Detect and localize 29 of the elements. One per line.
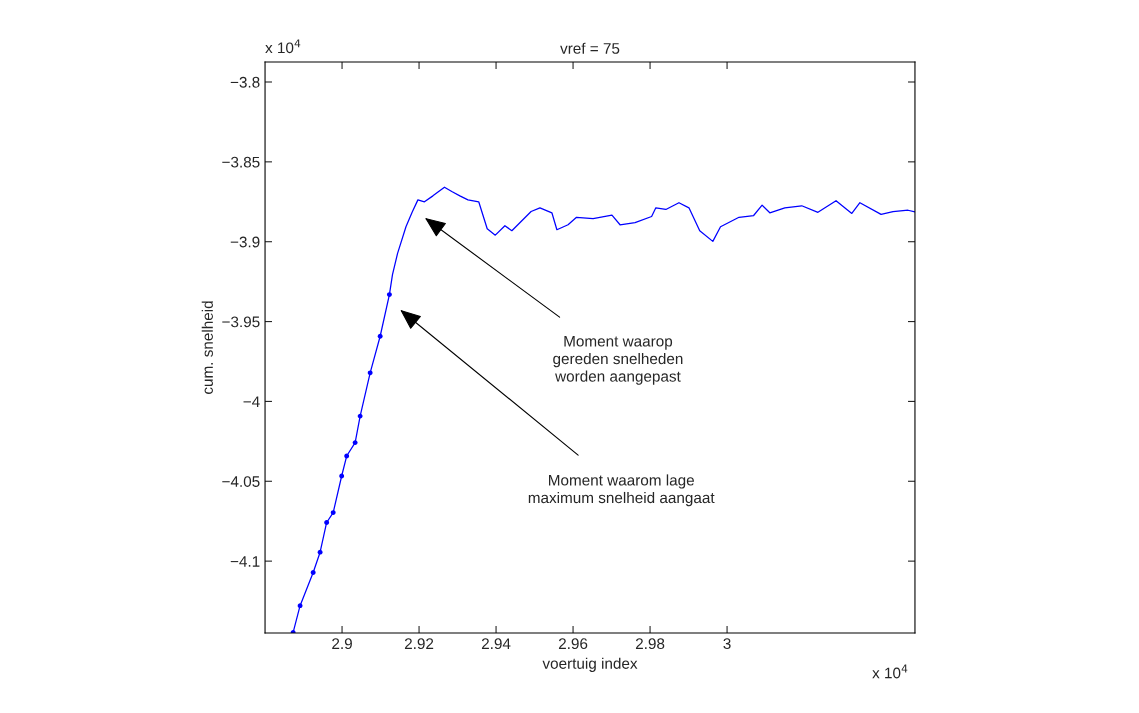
point: [310, 570, 316, 575]
point: [339, 473, 345, 479]
y-tick-label: −3.85: [222, 156, 260, 168]
x-tick-label: 3: [723, 638, 731, 650]
y-tick-label: −4: [243, 396, 260, 407]
x-tick-label: 2.96: [558, 638, 588, 650]
point: [344, 453, 350, 459]
point: [330, 510, 336, 516]
point: [386, 292, 392, 297]
chart-title: vref = 75: [560, 42, 620, 54]
x-tick-label: 2.9: [332, 638, 352, 650]
y-tick-label: −4.05: [222, 476, 260, 487]
y-tick-label: −3.9: [230, 236, 260, 248]
point: [324, 520, 330, 525]
text: x 10$^{4}$: [872, 664, 908, 679]
annotation: Moment waarom lage maximum snelheid aangaat: [528, 474, 715, 507]
point: [377, 333, 383, 339]
point: [352, 440, 358, 446]
point: [367, 370, 373, 376]
x-tick-label: 2.94: [481, 638, 511, 650]
x-axis-title: voertuig index: [542, 657, 638, 672]
text: x 10$^{4}$: [265, 39, 301, 54]
annotation: Moment waarop gereden snelheden worden aangepast: [553, 335, 683, 385]
x-tick-label: 2.92: [404, 638, 434, 650]
y-tick-label: −3.8: [230, 76, 260, 88]
y-tick-label: −4.1: [230, 556, 260, 567]
y-tick-label: −3.95: [222, 316, 260, 328]
y-axis-title: cum. snelheid: [201, 301, 213, 394]
x-tick-label: 2.98: [635, 638, 665, 650]
